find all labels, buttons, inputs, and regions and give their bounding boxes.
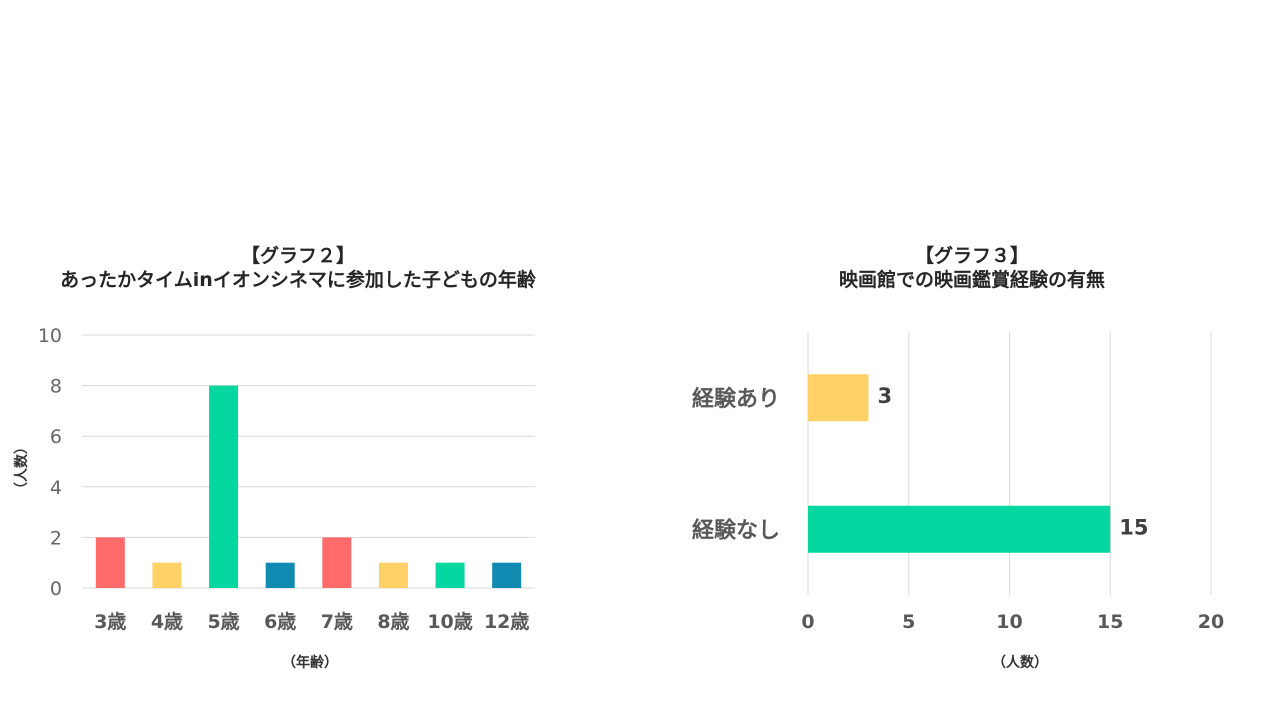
chart2-x-ticks: 3歳 4歳 5歳 6歳 7歳 8歳 10歳 12歳 <box>94 611 529 633</box>
chart3-title-line1: 【グラフ３】 <box>915 244 1029 267</box>
chart3-category-label: 経験あり <box>692 386 780 412</box>
chart2-y-axis-label: （人数） <box>13 440 30 496</box>
chart2-bar <box>378 562 408 588</box>
chart3-category-label: 経験なし <box>692 517 780 543</box>
chart2-x-tick-label: 6歳 <box>264 611 296 633</box>
chart2-bar <box>265 562 295 588</box>
chart3-bars <box>808 374 1111 553</box>
chart3-gridlines <box>807 332 1212 595</box>
chart3-bar <box>808 505 1111 553</box>
chart3-x-tick-label: 15 <box>1097 611 1123 633</box>
chart3-x-tick-label: 5 <box>902 611 915 633</box>
chart3-x-axis-label: （人数） <box>992 654 1048 671</box>
chart2-bar <box>322 537 352 588</box>
chart2-x-tick-label: 10歳 <box>427 611 472 633</box>
chart-2: 【グラフ２】 あったかタイムinイオンシネマに参加した子どもの年齢 0 2 4 6 8 1… <box>13 244 537 671</box>
chart2-bar <box>435 562 465 588</box>
chart2-y-tick-label: 10 <box>38 325 62 347</box>
chart2-gridlines <box>82 334 535 589</box>
chart2-x-tick-label: 12歳 <box>484 611 529 633</box>
chart3-x-tick-label: 10 <box>996 611 1022 633</box>
chart2-y-tick-label: 8 <box>50 376 62 398</box>
chart3-x-ticks: 0 5 10 15 20 <box>801 611 1224 633</box>
chart2-bar <box>152 562 182 588</box>
chart3-data-label: 15 <box>1119 515 1148 539</box>
chart2-x-tick-label: 5歳 <box>207 611 239 633</box>
chart2-bar <box>95 537 125 588</box>
chart2-bar <box>209 385 239 588</box>
chart2-x-tick-label: 4歳 <box>151 611 183 633</box>
chart2-y-ticks: 0 2 4 6 8 10 <box>38 325 62 600</box>
chart2-title-line1: 【グラフ２】 <box>241 244 355 267</box>
chart3-x-tick-label: 0 <box>801 611 814 633</box>
chart2-x-axis-label: （年齢） <box>282 654 338 671</box>
chart2-y-tick-label: 4 <box>50 477 62 499</box>
chart2-title-line2: あったかタイムinイオンシネマに参加した子どもの年齢 <box>60 268 537 291</box>
chart3-data-labels: 3 15 <box>877 384 1148 540</box>
chart3-data-label: 3 <box>877 384 892 408</box>
chart2-y-tick-label: 6 <box>50 426 62 448</box>
chart3-bar <box>808 374 869 422</box>
chart2-x-tick-label: 3歳 <box>94 611 126 633</box>
chart2-bar <box>492 562 522 588</box>
chart2-y-tick-label: 0 <box>50 578 62 600</box>
chart2-x-tick-label: 7歳 <box>321 611 353 633</box>
chart2-y-tick-label: 2 <box>50 527 62 549</box>
chart3-title-line2: 映画館での映画鑑賞経験の有無 <box>839 268 1105 291</box>
chart2-x-tick-label: 8歳 <box>377 611 409 633</box>
chart3-x-tick-label: 20 <box>1198 611 1224 633</box>
chart2-bars <box>95 385 522 588</box>
